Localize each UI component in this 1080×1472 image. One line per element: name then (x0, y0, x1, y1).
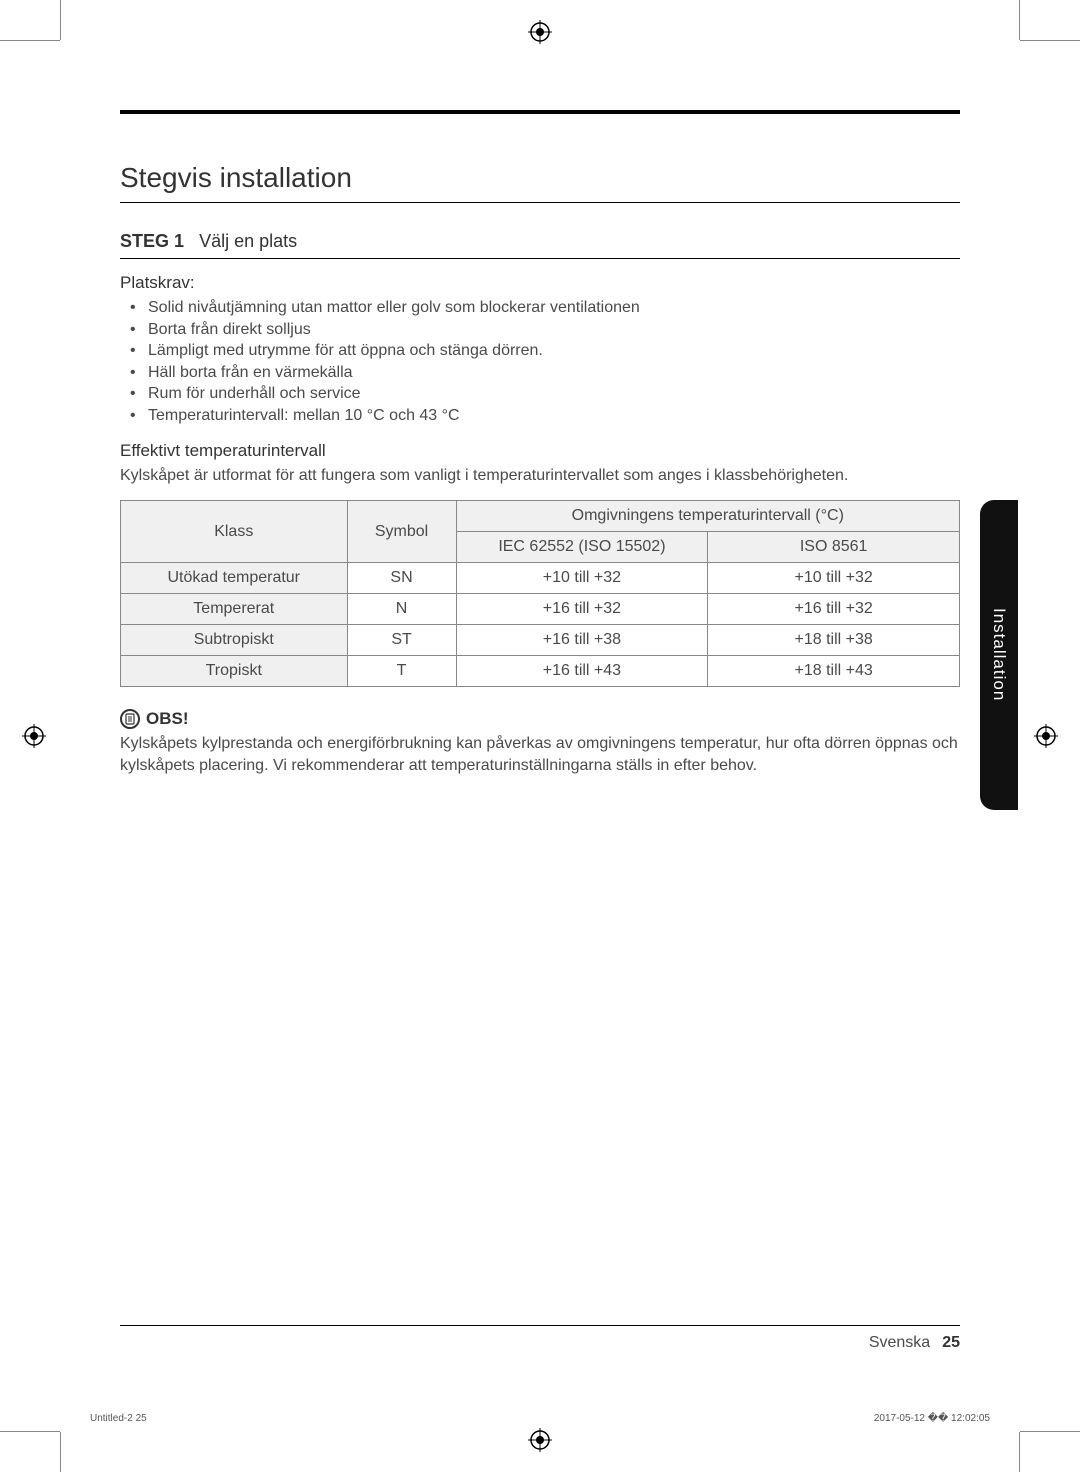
footer-language: Svenska (869, 1334, 930, 1352)
table-row: Tempererat N +16 till +32 +16 till +32 (121, 594, 960, 625)
cell-symbol: SN (347, 563, 456, 594)
top-rule (120, 110, 960, 114)
cell-iso: +18 till +38 (708, 625, 960, 656)
crop-mark (1019, 1432, 1020, 1472)
note-label: OBS! (146, 709, 189, 729)
col-iso: ISO 8561 (708, 532, 960, 563)
registration-mark-icon (528, 20, 552, 44)
list-item: Temperaturintervall: mellan 10 °C och 43… (120, 405, 960, 427)
requirements-label: Platskrav: (120, 273, 960, 293)
page-footer: Svenska 25 (120, 1325, 960, 1352)
cell-iso: +10 till +32 (708, 563, 960, 594)
note-icon (120, 709, 140, 729)
list-item: Lämpligt med utrymme för att öppna och s… (120, 340, 960, 362)
effective-range-heading: Effektivt temperaturintervall (120, 441, 960, 461)
table-row: Subtropiskt ST +16 till +38 +18 till +38 (121, 625, 960, 656)
cell-symbol: N (347, 594, 456, 625)
crop-mark (1020, 40, 1080, 41)
col-iec: IEC 62552 (ISO 15502) (456, 532, 708, 563)
cell-iso: +16 till +32 (708, 594, 960, 625)
crop-mark (0, 40, 60, 41)
crop-mark (0, 1431, 60, 1432)
section-title: Stegvis installation (120, 162, 960, 203)
crop-mark (60, 0, 61, 40)
cell-iec: +10 till +32 (456, 563, 708, 594)
note-body: Kylskåpets kylprestanda och energiförbru… (120, 733, 960, 776)
crop-mark (60, 1432, 61, 1472)
step-heading: STEG 1 Välj en plats (120, 231, 960, 259)
cell-symbol: ST (347, 625, 456, 656)
cell-iec: +16 till +38 (456, 625, 708, 656)
list-item: Borta från direkt solljus (120, 319, 960, 341)
col-klass: Klass (121, 501, 348, 563)
col-symbol: Symbol (347, 501, 456, 563)
cell-klass: Utökad temperatur (121, 563, 348, 594)
step-name: Välj en plats (199, 231, 297, 251)
list-item: Rum för underhåll och service (120, 383, 960, 405)
registration-mark-icon (528, 1428, 552, 1452)
cell-klass: Tempererat (121, 594, 348, 625)
crop-mark (1019, 0, 1020, 40)
registration-mark-icon (22, 724, 46, 748)
table-row: Klass Symbol Omgivningens temperaturinte… (121, 501, 960, 532)
cell-symbol: T (347, 656, 456, 687)
side-tab: Installation (980, 500, 1018, 810)
list-item: Solid nivåutjämning utan mattor eller go… (120, 297, 960, 319)
step-number: STEG 1 (120, 231, 184, 251)
print-meta-right: 2017-05-12 �� 12:02:05 (874, 1413, 990, 1424)
table-row: Tropiskt T +16 till +43 +18 till +43 (121, 656, 960, 687)
cell-iec: +16 till +32 (456, 594, 708, 625)
climate-table: Klass Symbol Omgivningens temperaturinte… (120, 500, 960, 687)
page-number: 25 (942, 1334, 960, 1352)
requirements-list: Solid nivåutjämning utan mattor eller go… (120, 297, 960, 427)
col-range-header: Omgivningens temperaturintervall (°C) (456, 501, 959, 532)
cell-iso: +18 till +43 (708, 656, 960, 687)
cell-klass: Subtropiskt (121, 625, 348, 656)
cell-iec: +16 till +43 (456, 656, 708, 687)
print-meta-left: Untitled-2 25 (90, 1413, 147, 1424)
crop-mark (1020, 1431, 1080, 1432)
table-row: Utökad temperatur SN +10 till +32 +10 ti… (121, 563, 960, 594)
list-item: Häll borta från en värmekälla (120, 362, 960, 384)
side-tab-label: Installation (989, 608, 1009, 701)
registration-mark-icon (1034, 724, 1058, 748)
note-heading: OBS! (120, 709, 960, 729)
page-content: Stegvis installation STEG 1 Välj en plat… (120, 110, 960, 790)
cell-klass: Tropiskt (121, 656, 348, 687)
effective-range-body: Kylskåpet är utformat för att fungera so… (120, 465, 960, 487)
